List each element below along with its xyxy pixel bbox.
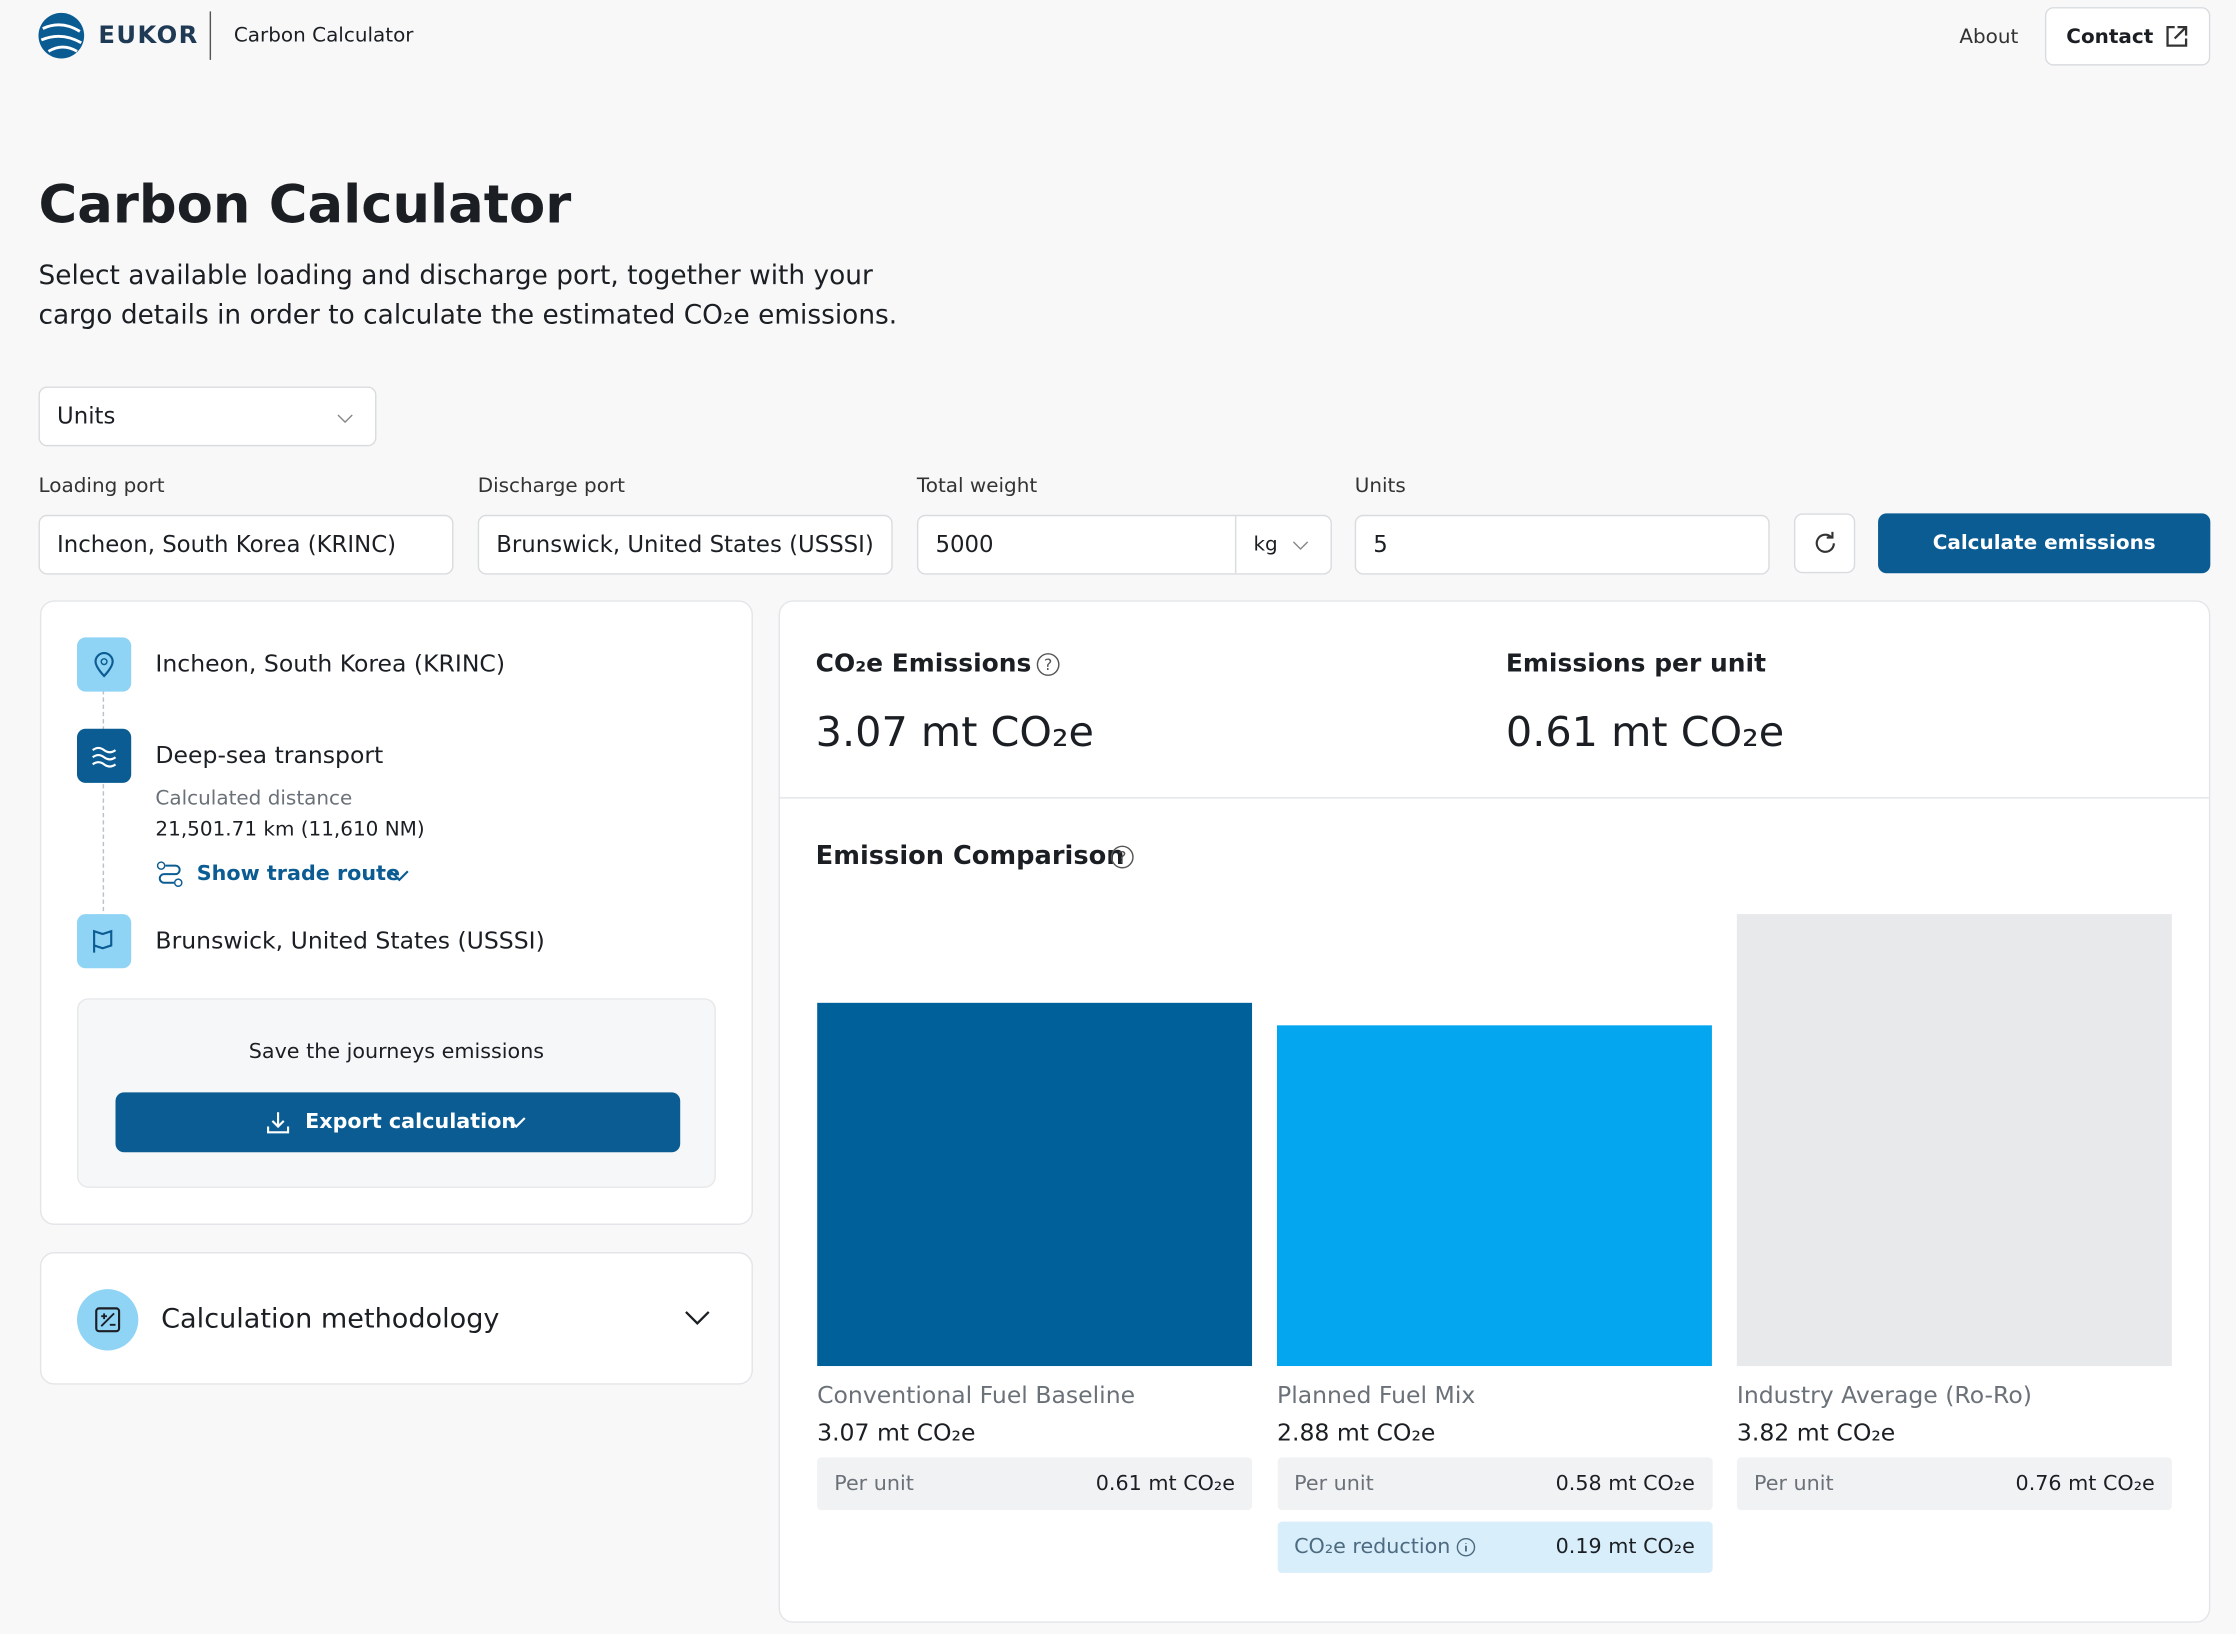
emissions-label: CO₂e Emissions: [815, 650, 1032, 679]
value-label: 3.07 mt CO₂e: [817, 1418, 976, 1446]
info-icon[interactable]: [1455, 1537, 1475, 1557]
transport: Deep-sea transport: [155, 741, 384, 769]
timeline: [102, 690, 105, 919]
field-label: Discharge port: [477, 474, 625, 498]
field-label: Loading port: [38, 474, 165, 498]
field-label: Total weight: [916, 474, 1038, 498]
per-unit-label: Emissions per unit: [1505, 650, 1767, 679]
brand: EUKOR: [98, 21, 199, 50]
per-unit-value: 0.61 mt CO₂e: [1095, 1473, 1235, 1496]
loading-port-input[interactable]: Incheon, South Korea (KRINC): [38, 514, 454, 575]
value-label: 3.82 mt CO₂e: [1736, 1418, 1896, 1446]
divider: [1234, 516, 1237, 574]
save-text: Save the journeys emissions: [248, 1040, 545, 1064]
emissions-value: 3.07 mt CO₂e: [815, 707, 1095, 756]
svg-text:?: ?: [1044, 655, 1052, 674]
reset-icon: [1815, 531, 1835, 553]
divider: [209, 11, 212, 60]
per-unit-label: Per unit: [1294, 1473, 1374, 1496]
route-link[interactable]: Show trade route: [196, 862, 401, 886]
per-unit-row: Per unit 0.61 mt CO₂e: [817, 1457, 1253, 1511]
logo: [38, 12, 85, 59]
reduction-row: CO₂e reduction 0.19 mt CO₂e: [1277, 1521, 1712, 1573]
svg-text:?: ?: [1118, 848, 1126, 867]
methodology-title: Calculation methodology: [161, 1303, 500, 1335]
per-unit-value: 0.76 mt CO₂e: [2015, 1473, 2155, 1496]
export-button[interactable]: Export calculation: [115, 1092, 681, 1153]
value-label: 2.88 mt CO₂e: [1277, 1418, 1436, 1446]
calculate-button[interactable]: Calculate emissions: [1878, 513, 2211, 574]
button-label: Export calculation: [305, 1110, 517, 1134]
reduction-label: CO₂e reduction: [1294, 1535, 1451, 1559]
unit-select-value: Units: [57, 402, 116, 430]
discharge-port-input[interactable]: Brunswick, United States (USSSI): [477, 514, 893, 575]
units-input[interactable]: 5: [1354, 514, 1770, 575]
download-icon: [267, 1112, 290, 1134]
help-icon[interactable]: ?: [1035, 652, 1061, 678]
chevron: [506, 1117, 526, 1129]
button-label: Calculate emissions: [1932, 531, 2156, 555]
description: Select available loading and discharge p…: [38, 260, 898, 331]
contact-label: Contact: [2066, 25, 2154, 49]
methodology-icon: [77, 1289, 139, 1351]
per-unit-row: Per unit 0.76 mt CO₂e: [1736, 1457, 2172, 1511]
origin-icon: [77, 637, 132, 692]
page-title: Carbon Calculator: [38, 173, 572, 236]
bar: [1277, 1025, 1712, 1367]
weight-input[interactable]: 5000 kg: [916, 514, 1332, 575]
chevron: [1292, 541, 1309, 551]
divider: [780, 797, 2209, 799]
per-unit-row: Per unit 0.58 mt CO₂e: [1277, 1457, 1712, 1511]
unit-select[interactable]: Units: [38, 386, 377, 447]
input-value: 5: [1373, 530, 1388, 558]
destination: Brunswick, United States (USSSI): [155, 926, 545, 955]
help-icon[interactable]: ?: [1109, 844, 1135, 870]
route-icon: [156, 861, 183, 887]
external-icon: [2166, 25, 2188, 47]
per-unit-value: 0.61 mt CO₂e: [1505, 707, 1785, 756]
input-value: Incheon, South Korea (KRINC): [57, 530, 397, 558]
reduction-value: 0.19 mt CO₂e: [1555, 1535, 1695, 1559]
destination-icon: [77, 914, 132, 969]
category-label: Planned Fuel Mix: [1277, 1381, 1476, 1409]
save-panel: Save the journeys emissions Export calcu…: [77, 998, 716, 1188]
app-name: Carbon Calculator: [233, 24, 414, 48]
field-label: Units: [1354, 474, 1406, 498]
comparison-chart: [817, 914, 2172, 1367]
origin: Incheon, South Korea (KRINC): [155, 650, 506, 678]
per-unit-label: Per unit: [1754, 1473, 1834, 1496]
unit-dropdown[interactable]: kg: [1253, 533, 1278, 557]
chevron: [337, 414, 353, 424]
input-value: 5000: [935, 530, 994, 558]
bar: [1736, 914, 2172, 1367]
chart-title: Emission Comparison: [815, 841, 1125, 872]
chevron: [389, 870, 409, 882]
category-label: Conventional Fuel Baseline: [817, 1381, 1136, 1409]
chevron: [685, 1311, 710, 1325]
nav-about[interactable]: About: [1959, 25, 2019, 49]
bar: [817, 1002, 1253, 1367]
methodology-card[interactable]: Calculation methodology: [39, 1252, 753, 1385]
input-value: Brunswick, United States (USSSI): [496, 530, 874, 558]
transport-icon: [77, 728, 132, 783]
results-card: CO₂e Emissions ? 3.07 mt CO₂e Emissions …: [778, 600, 2211, 1623]
distance-label: Calculated distance: [155, 787, 353, 810]
distance: 21,501.71 km (11,610 NM): [155, 818, 425, 842]
contact-button[interactable]: Contact: [2044, 7, 2211, 66]
per-unit-value: 0.58 mt CO₂e: [1555, 1473, 1695, 1496]
journey-card: Incheon, South Korea (KRINC) Deep-sea tr…: [39, 600, 753, 1225]
per-unit-label: Per unit: [834, 1473, 914, 1496]
reset-button[interactable]: [1793, 513, 1856, 574]
category-label: Industry Average (Ro-Ro): [1736, 1381, 2032, 1409]
